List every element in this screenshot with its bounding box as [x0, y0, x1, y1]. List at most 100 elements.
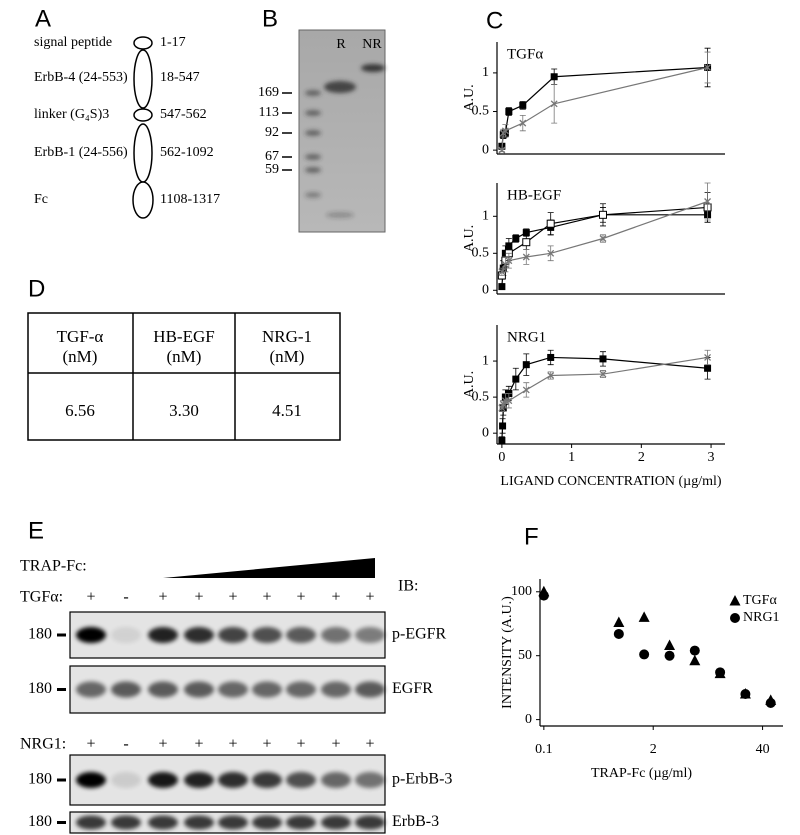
- treatment-sign: +: [86, 589, 95, 606]
- marker: [689, 645, 700, 656]
- panel-letter: F: [524, 523, 539, 550]
- treatment-sign: +: [331, 589, 340, 606]
- band: [111, 772, 141, 788]
- marker: [512, 375, 520, 383]
- mw-label: 169: [258, 85, 279, 100]
- marker: [704, 353, 712, 361]
- band: [252, 681, 282, 698]
- marker: [550, 73, 558, 81]
- domain-diagram: [132, 36, 154, 219]
- x-axis-label: TRAP-Fc (µg/ml): [591, 766, 692, 781]
- x-tick-label: 2: [650, 742, 657, 757]
- band: [148, 681, 178, 698]
- marker-stroke: [704, 353, 712, 361]
- concentration-wedge: [163, 558, 375, 578]
- table-header: (nM): [270, 347, 305, 366]
- marker: [547, 249, 555, 257]
- row-label: TRAP-Fc:: [20, 558, 87, 575]
- marker: [599, 370, 607, 378]
- domain-range: 1-17: [160, 35, 186, 50]
- x-tick-label: 1: [568, 450, 575, 465]
- gel: [298, 29, 386, 233]
- row-label: IB:: [398, 578, 418, 595]
- marker: [729, 595, 741, 606]
- x-tick-label: 0: [498, 450, 505, 465]
- band: [252, 772, 282, 788]
- marker-stroke: [498, 146, 506, 154]
- y-tick-label: 50: [518, 648, 532, 663]
- marker: [547, 353, 555, 361]
- band: [286, 815, 316, 830]
- panel-letter: C: [486, 7, 503, 34]
- x-tick-label: 3: [708, 450, 715, 465]
- marker: [638, 611, 650, 622]
- domain-range: 1108-1317: [160, 192, 220, 207]
- marker: [740, 689, 751, 700]
- marker: [522, 386, 530, 394]
- band: [286, 681, 316, 698]
- blot-label: p-ErbB-3: [392, 771, 452, 788]
- domain-label: ErbB-1 (24-556): [34, 145, 128, 160]
- band: [321, 815, 351, 830]
- chart-title: TGFα: [507, 46, 543, 62]
- band: [321, 772, 351, 788]
- band: [184, 772, 214, 788]
- treatment-sign: +: [296, 589, 305, 606]
- x-tick-label: 0.1: [535, 742, 553, 757]
- band: [321, 681, 351, 698]
- table-header: NRG-1: [262, 327, 312, 346]
- marker: [501, 127, 509, 135]
- marker-stroke: [704, 198, 712, 205]
- marker: [547, 372, 555, 379]
- marker: [499, 422, 507, 430]
- band: [111, 681, 141, 698]
- treatment-sign: +: [158, 589, 167, 606]
- treatment-sign: +: [194, 589, 203, 606]
- y-tick-label: 0.5: [472, 389, 490, 404]
- panel-letter: D: [28, 275, 45, 302]
- band: [218, 681, 248, 698]
- treatment-sign: +: [365, 589, 374, 606]
- marker-stroke: [547, 372, 555, 379]
- y-tick-label: 0: [482, 283, 489, 298]
- marker: [498, 268, 506, 276]
- table-header: TGF-α: [57, 327, 104, 346]
- domain-label: signal peptide: [34, 35, 112, 50]
- mw-label: 113: [259, 105, 279, 120]
- domain-label: Fc: [34, 192, 48, 207]
- panel-letter: B: [262, 5, 278, 32]
- marker: [704, 364, 712, 372]
- domain-range: 547-562: [160, 107, 207, 122]
- band: [111, 815, 141, 830]
- marker: [512, 235, 520, 242]
- y-axis-label: INTENSITY (A.U.): [500, 596, 515, 709]
- marker: [613, 616, 625, 627]
- treatment-sign: +: [194, 736, 203, 753]
- mw-label: 180: [28, 626, 52, 643]
- table-header: (nM): [63, 347, 98, 366]
- marker: [704, 64, 712, 71]
- band: [148, 815, 178, 830]
- band: [355, 772, 385, 788]
- marker: [613, 628, 624, 639]
- legend-label: NRG1: [743, 610, 780, 625]
- marker: [519, 119, 527, 127]
- treatment-sign: +: [86, 736, 95, 753]
- marker-stroke: [498, 268, 506, 276]
- treatment-sign: +: [331, 736, 340, 753]
- x-tick-label: 2: [638, 450, 645, 465]
- domain-range: 18-547: [160, 70, 200, 85]
- marker: [498, 146, 506, 154]
- marker: [522, 229, 530, 237]
- y-tick-label: 0.5: [472, 246, 490, 261]
- marker-stroke: [704, 64, 712, 71]
- band: [252, 815, 282, 830]
- marker: [599, 355, 607, 363]
- y-axis-label: A.U.: [462, 371, 477, 398]
- table-cell: 6.56: [65, 401, 95, 420]
- row-label: NRG1:: [20, 736, 66, 753]
- marker: [505, 257, 513, 265]
- mw-label: 59: [265, 162, 279, 177]
- marker: [505, 108, 513, 116]
- marker-stroke: [550, 100, 558, 108]
